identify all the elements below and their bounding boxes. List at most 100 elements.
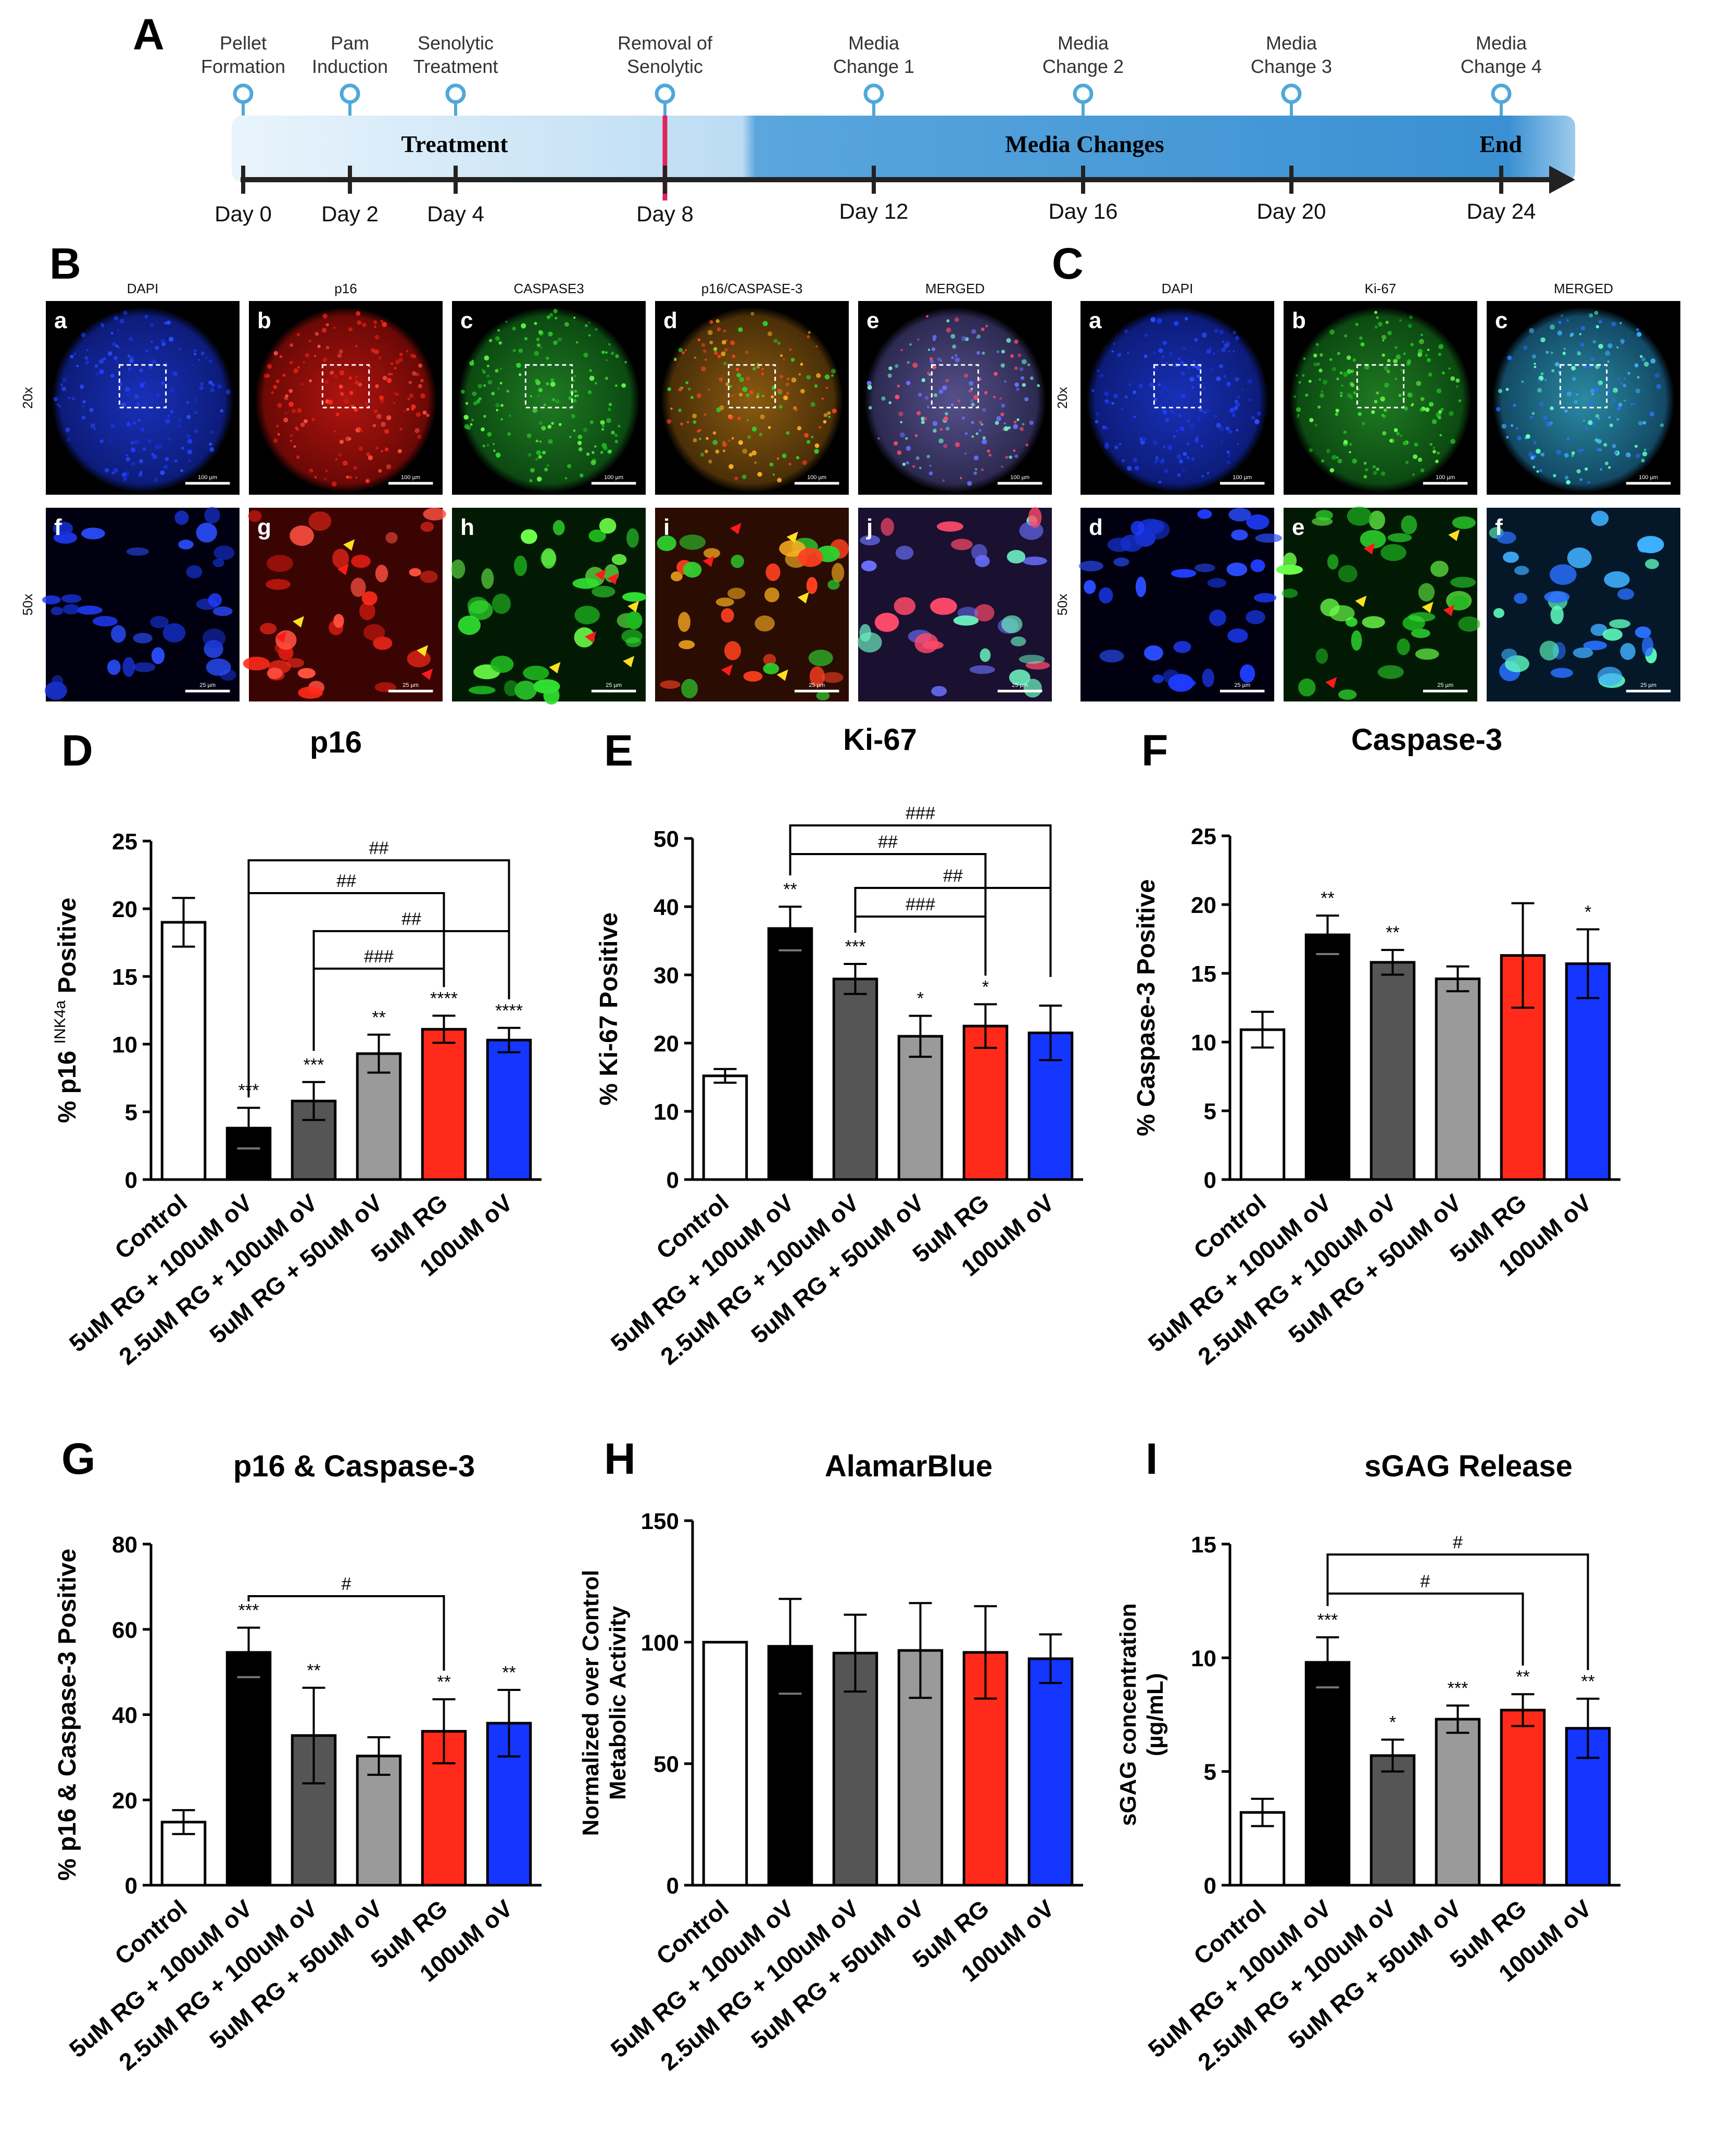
- cell-dot: [60, 383, 63, 386]
- cell-dot: [912, 362, 918, 368]
- cell-dot: [537, 395, 540, 397]
- zoom-region-box: [321, 364, 370, 409]
- cell-dot: [1373, 471, 1377, 475]
- cell-dot: [994, 372, 998, 376]
- cell-dot: [1217, 349, 1220, 352]
- cell-dot: [333, 327, 336, 329]
- cell-dot: [1162, 385, 1167, 390]
- cell-nucleus: [1550, 668, 1573, 678]
- cell-dot: [345, 436, 350, 442]
- cell-dot: [150, 341, 153, 343]
- cell-dot: [700, 453, 705, 457]
- cell-dot: [954, 357, 960, 362]
- cell-dot: [964, 452, 967, 455]
- cell-dot: [338, 349, 343, 354]
- micrograph-letter: g: [257, 515, 271, 540]
- cell-dot: [271, 391, 274, 394]
- cell-dot: [412, 371, 417, 376]
- arrowhead-marker-icon: [292, 616, 304, 628]
- cell-dot: [1343, 440, 1348, 445]
- cell-dot: [154, 455, 157, 459]
- cell-dot: [1381, 353, 1385, 357]
- cell-dot: [1642, 452, 1648, 457]
- cell-dot: [284, 412, 287, 415]
- cell-dot: [89, 408, 94, 412]
- cell-dot: [895, 364, 899, 368]
- cell-dot: [1496, 407, 1501, 412]
- cell-dot: [1186, 442, 1189, 445]
- cell-dot: [746, 393, 750, 397]
- cell-nucleus: [1351, 630, 1362, 651]
- cell-dot: [1381, 335, 1387, 340]
- cell-dot: [282, 373, 286, 377]
- cell-dot: [731, 394, 734, 397]
- cell-dot: [1592, 340, 1597, 344]
- cell-dot: [1613, 387, 1618, 393]
- cell-dot: [168, 437, 171, 441]
- micrograph-tile: d: [1078, 508, 1283, 701]
- cell-dot: [699, 437, 701, 441]
- cell-dot: [499, 367, 502, 370]
- cell-nucleus: [206, 658, 231, 676]
- cell-dot: [263, 373, 269, 379]
- scale-bar-text: 25 µm: [1234, 682, 1250, 688]
- cell-dot: [557, 337, 562, 342]
- cell-dot: [1563, 347, 1566, 350]
- cell-dot: [973, 471, 977, 475]
- cell-dot: [1132, 390, 1137, 394]
- cell-dot: [1448, 367, 1451, 370]
- cell-dot: [295, 427, 298, 430]
- cell-dot: [1165, 362, 1168, 365]
- cell-dot: [1365, 468, 1368, 472]
- cell-dot: [1364, 365, 1369, 370]
- cell-dot: [1303, 357, 1306, 360]
- cell-dot: [1432, 449, 1436, 454]
- cell-dot: [895, 394, 900, 399]
- arrowhead-marker-icon: [584, 631, 596, 643]
- cell-dot: [1176, 429, 1178, 432]
- cell-dot: [1455, 378, 1460, 383]
- cell-dot: [1162, 341, 1167, 345]
- cell-dot: [1642, 421, 1647, 425]
- cell-dot: [539, 440, 542, 443]
- cell-dot: [138, 472, 143, 477]
- cell-dot: [760, 414, 765, 420]
- cell-nucleus: [572, 578, 599, 589]
- cell-dot: [783, 358, 785, 361]
- tissue-pellet: [661, 307, 843, 493]
- micrograph-letter: b: [257, 308, 271, 333]
- cell-dot: [335, 458, 338, 461]
- cell-dot: [1212, 352, 1215, 356]
- cell-dot: [1566, 319, 1569, 322]
- cell-dot: [780, 354, 783, 357]
- cell-dot: [804, 433, 809, 438]
- cell-nucleus: [162, 623, 186, 643]
- cell-dot: [732, 355, 736, 358]
- cell-dot: [1396, 432, 1400, 436]
- cell-dot: [1382, 431, 1387, 436]
- y-tick-label: 25: [1191, 824, 1216, 849]
- significance-stars: *: [917, 989, 924, 1009]
- cell-dot: [810, 402, 815, 407]
- cell-dot: [954, 354, 958, 357]
- y-axis-label: % p16 & Caspase-3 Positive: [54, 1549, 81, 1881]
- micrograph-tile: f: [1487, 508, 1680, 701]
- cell-dot: [1400, 434, 1403, 437]
- cell-dot: [1420, 397, 1425, 402]
- cell-nucleus: [204, 507, 220, 524]
- cell-dot: [187, 438, 193, 444]
- cell-nucleus: [202, 628, 226, 648]
- cell-nucleus: [1609, 619, 1631, 629]
- cell-dot: [1164, 469, 1168, 473]
- cell-dot: [1363, 475, 1367, 479]
- cell-dot: [551, 422, 554, 425]
- cell-dot: [768, 426, 771, 429]
- cell-dot: [714, 347, 717, 350]
- cell-dot: [736, 373, 742, 378]
- cell-dot: [1350, 369, 1354, 373]
- cell-dot: [186, 434, 191, 439]
- cell-dot: [824, 374, 830, 380]
- y-axis-label-part: % p16: [54, 1044, 81, 1123]
- cell-nucleus: [248, 510, 262, 522]
- cell-dot: [1427, 348, 1430, 351]
